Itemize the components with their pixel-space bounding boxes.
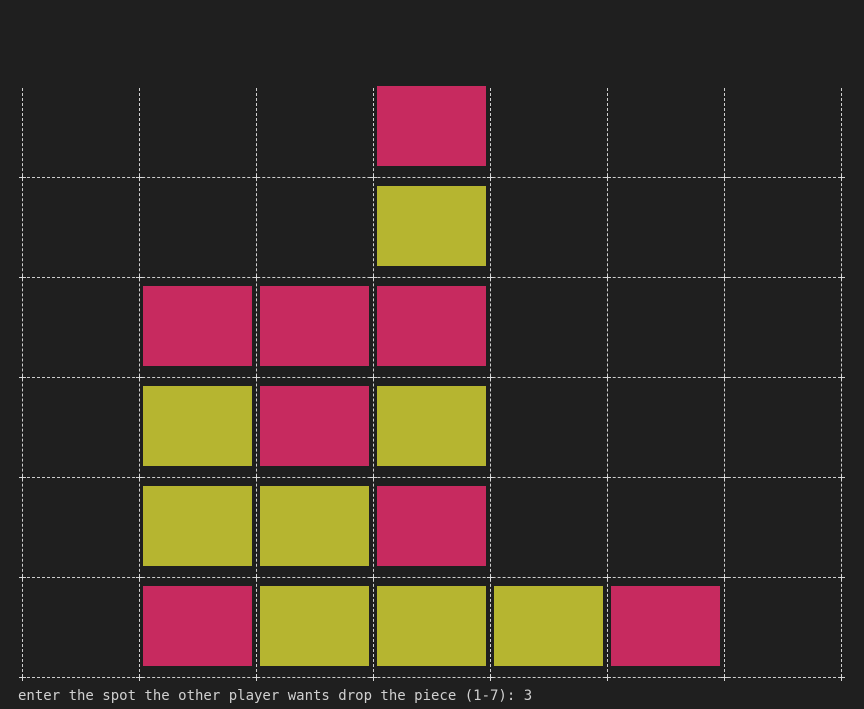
grid-junction xyxy=(136,474,143,481)
grid-junction xyxy=(721,474,728,481)
grid-junction xyxy=(370,574,377,581)
column-divider xyxy=(22,88,23,677)
grid-junction xyxy=(838,574,845,581)
grid-junction xyxy=(370,174,377,181)
grid-junction xyxy=(19,374,26,381)
grid-junction xyxy=(136,674,143,681)
prompt-line: enter the spot the other player wants dr… xyxy=(18,686,532,706)
grid-junction xyxy=(487,374,494,381)
red-piece xyxy=(143,286,252,366)
grid-junction xyxy=(19,574,26,581)
grid-junction xyxy=(19,474,26,481)
grid-junction xyxy=(370,374,377,381)
red-piece xyxy=(377,286,486,366)
red-piece xyxy=(143,586,252,666)
grid-junction xyxy=(721,574,728,581)
grid-junction xyxy=(604,374,611,381)
grid-junction xyxy=(253,574,260,581)
grid-junction xyxy=(253,374,260,381)
grid-junction xyxy=(838,274,845,281)
row-divider xyxy=(22,577,841,578)
column-divider xyxy=(139,88,140,677)
yellow-piece xyxy=(377,586,486,666)
grid-junction xyxy=(487,274,494,281)
grid-junction xyxy=(604,674,611,681)
grid-junction xyxy=(838,674,845,681)
grid-junction xyxy=(604,574,611,581)
grid-junction xyxy=(487,674,494,681)
grid-junction xyxy=(838,374,845,381)
grid-junction xyxy=(721,274,728,281)
grid-junction xyxy=(370,674,377,681)
column-divider xyxy=(724,88,725,677)
column-divider xyxy=(607,88,608,677)
grid-junction xyxy=(604,174,611,181)
grid-junction xyxy=(253,674,260,681)
column-divider xyxy=(256,88,257,677)
grid-junction xyxy=(370,474,377,481)
column-divider xyxy=(841,88,842,677)
grid-junction xyxy=(253,174,260,181)
grid-junction xyxy=(136,374,143,381)
prompt-input[interactable]: 3 xyxy=(523,688,533,704)
column-divider xyxy=(373,88,374,677)
grid-junction xyxy=(721,374,728,381)
grid-junction xyxy=(487,474,494,481)
grid-junction xyxy=(487,574,494,581)
red-piece xyxy=(611,586,720,666)
yellow-piece xyxy=(494,586,603,666)
yellow-piece xyxy=(260,586,369,666)
grid-junction xyxy=(19,274,26,281)
grid-junction xyxy=(136,274,143,281)
row-divider xyxy=(22,377,841,378)
row-divider xyxy=(22,177,841,178)
grid-junction xyxy=(370,274,377,281)
yellow-piece xyxy=(143,486,252,566)
grid-junction xyxy=(253,474,260,481)
grid-junction xyxy=(19,174,26,181)
row-divider xyxy=(22,277,841,278)
grid-junction xyxy=(838,474,845,481)
grid-junction xyxy=(721,674,728,681)
grid-junction xyxy=(838,174,845,181)
yellow-piece xyxy=(143,386,252,466)
grid-junction xyxy=(721,174,728,181)
column-divider xyxy=(490,88,491,677)
grid-junction xyxy=(19,674,26,681)
grid-junction xyxy=(487,174,494,181)
grid-junction xyxy=(604,474,611,481)
yellow-piece xyxy=(260,486,369,566)
yellow-piece xyxy=(377,186,486,266)
grid-junction xyxy=(604,274,611,281)
prompt-text: enter the spot the other player wants dr… xyxy=(18,688,524,704)
row-divider xyxy=(22,477,841,478)
yellow-piece xyxy=(377,386,486,466)
red-piece xyxy=(377,86,486,166)
red-piece xyxy=(377,486,486,566)
row-divider xyxy=(22,677,841,678)
red-piece xyxy=(260,386,369,466)
grid-junction xyxy=(253,274,260,281)
grid-junction xyxy=(136,574,143,581)
red-piece xyxy=(260,286,369,366)
grid-junction xyxy=(136,174,143,181)
